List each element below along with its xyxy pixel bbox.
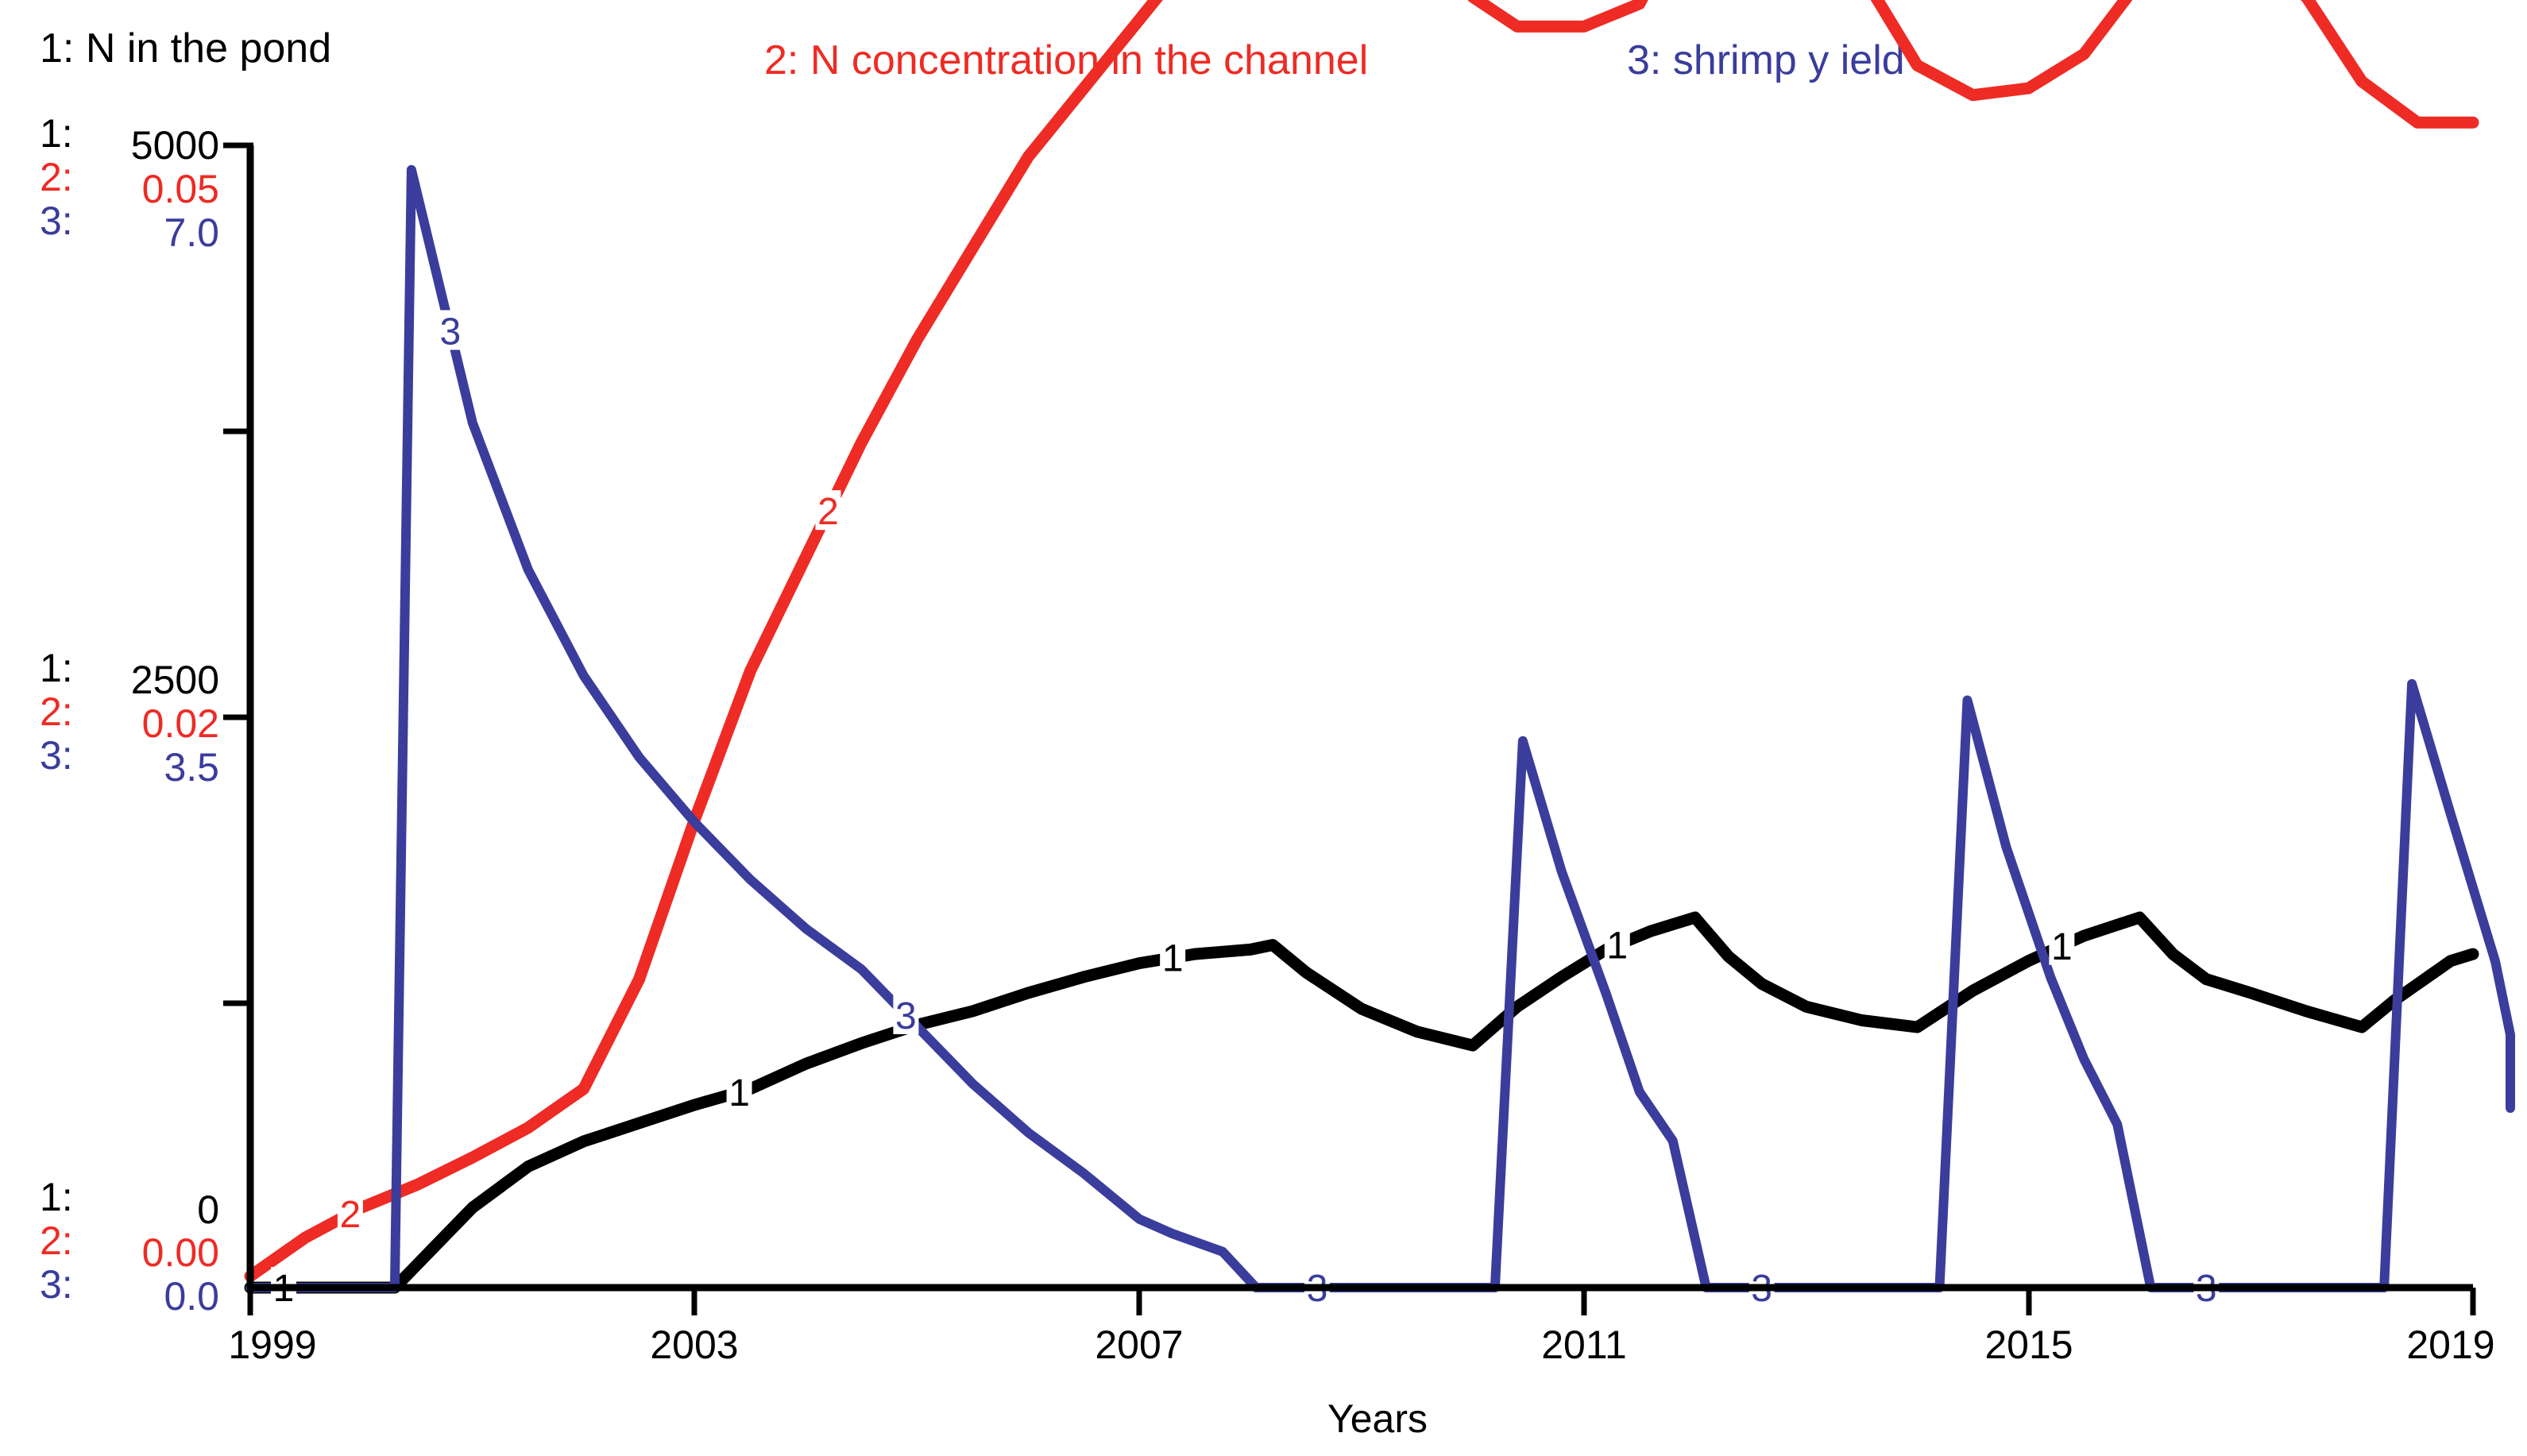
series-1-marker-label: 1	[1606, 925, 1628, 967]
y-label-1-min: 0	[197, 1188, 219, 1232]
y-label-2-mid: 0.02	[142, 701, 219, 746]
series-1-marker-bg	[1160, 937, 1186, 977]
y-prefix-1-mid: 1:	[40, 646, 73, 690]
series-line-n-concentration-channel	[244, 0, 2479, 1283]
x-axis-title: Years	[1327, 1396, 1428, 1441]
series-1-marker-label: 1	[2051, 926, 2073, 968]
series-line-shrimp-yield	[245, 164, 2515, 1292]
y-label-2-max: 0.05	[142, 167, 219, 211]
y-prefix-2-top: 2:	[40, 155, 73, 199]
y-label-1-max: 5000	[131, 123, 219, 168]
series-1-marker-bg	[726, 1071, 752, 1111]
y-label-3-min: 0.0	[164, 1274, 219, 1319]
y-prefix-3-top: 3:	[40, 199, 73, 243]
y-prefix-1-bottom: 1:	[40, 1175, 73, 1219]
series-1-marker-bg	[2049, 925, 2075, 965]
series-layer	[244, 0, 2515, 1294]
series-3-marker-label: 3	[895, 995, 917, 1037]
y-prefix-2-bottom: 2:	[40, 1218, 73, 1263]
y-labels-bottom: 1: 0 2: 0.00 3: 0.0	[40, 1175, 219, 1319]
y-label-3-max: 7.0	[164, 210, 219, 255]
y-labels-top: 1: 5000 2: 0.05 3: 7.0	[40, 111, 219, 255]
y-prefix-3-bottom: 3:	[40, 1262, 73, 1307]
y-labels-mid: 1: 2500 2: 0.02 3: 3.5	[40, 646, 219, 790]
x-tick-label-2007: 2007	[1095, 1323, 1183, 1367]
x-tick-label-1999: 1999	[228, 1323, 316, 1367]
series-1-marker-label: 1	[728, 1072, 750, 1114]
series-1-marker-bg	[1604, 924, 1630, 964]
series-3-marker-bg	[893, 994, 919, 1034]
series-2-marker-bg	[815, 490, 841, 531]
y-label-1-mid: 2500	[131, 658, 219, 702]
y-label-3-mid: 3.5	[164, 745, 219, 790]
x-tick-label-2003: 2003	[650, 1323, 738, 1367]
series-2-marker-label: 2	[817, 491, 839, 533]
series-line-n-in-pond	[244, 911, 2479, 1294]
series-2-marker-bg	[337, 1192, 363, 1233]
x-tick-label-2011: 2011	[1541, 1323, 1627, 1367]
y-prefix-2-mid: 2:	[40, 689, 73, 734]
x-tick-label-2015: 2015	[1984, 1323, 2073, 1367]
y-prefix-1-top: 1:	[40, 111, 73, 156]
y-prefix-3-mid: 3:	[40, 733, 73, 778]
series-markers: 111112222233333	[270, 310, 2220, 1310]
series-3-marker-bg	[437, 310, 463, 350]
legend-series-3: 3: shrimp y ield	[1627, 37, 1905, 83]
series-1-marker-label: 1	[1162, 938, 1184, 980]
legend-series-2: 2: N concentration in the channel	[764, 37, 1368, 83]
x-tick-label-2019: 2019	[2406, 1323, 2494, 1367]
axes	[223, 142, 2476, 1315]
series-2-marker-label: 2	[340, 1194, 361, 1236]
series-3-marker-label: 3	[439, 311, 461, 353]
x-tick-labels: 1999 2003 2007 2011 2015 2019	[228, 1323, 2494, 1367]
y-label-2-min: 0.00	[142, 1230, 219, 1275]
legend-series-1: 1: N in the pond	[40, 25, 331, 71]
